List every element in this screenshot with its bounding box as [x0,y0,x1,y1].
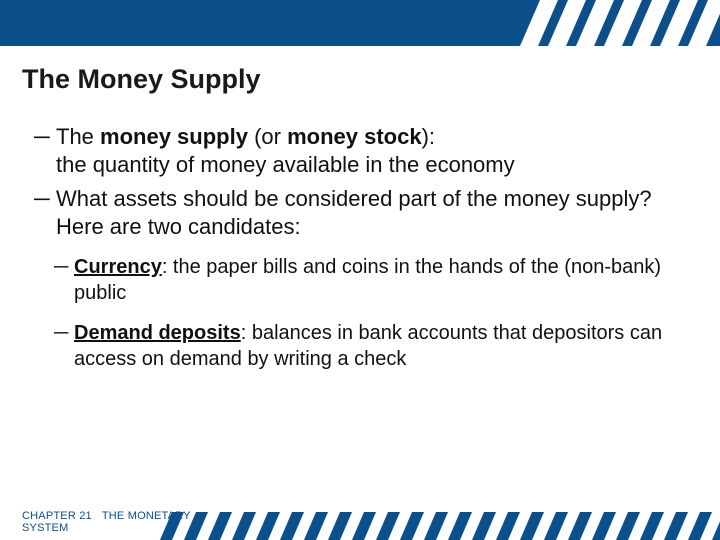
bullet-text: The money supply (or money stock): the q… [56,123,686,179]
header-diagonal-decoration [510,0,720,46]
bullet-dash: ─ [34,123,56,179]
footer-topic-line2: SYSTEM [22,522,68,534]
term-money-supply: money supply [100,124,248,149]
bullet-text: Demand deposits: balances in bank accoun… [74,320,686,372]
text-segment: ): [422,124,435,149]
text-segment: : the paper bills and coins in the hands… [74,256,661,304]
bullet-text: Currency: the paper bills and coins in t… [74,254,686,306]
footer-chapter: CHAPTER 21 [22,510,92,522]
bullet-dash: ─ [34,185,56,241]
text-segment: (or [248,124,287,149]
header-band [0,0,720,46]
bullet-dash: ─ [54,320,74,372]
bullet-level1: ─ What assets should be considered part … [34,185,686,241]
slide-content: ─ The money supply (or money stock): the… [0,95,720,372]
footer-diagonal-decoration [160,512,720,540]
bullet-continuation: the quantity of money available in the e… [56,152,515,177]
bullet-dash: ─ [54,254,74,306]
term-currency: Currency [74,256,162,278]
bullet-level2: ─ Currency: the paper bills and coins in… [54,254,686,306]
term-money-stock: money stock [287,124,422,149]
bullet-text: What assets should be considered part of… [56,185,686,241]
slide-title: The Money Supply [0,46,720,95]
term-demand-deposits: Demand deposits [74,322,241,344]
sub-bullet-group: ─ Currency: the paper bills and coins in… [34,248,686,372]
bullet-level2: ─ Demand deposits: balances in bank acco… [54,320,686,372]
text-segment: The [56,124,100,149]
bullet-level1: ─ The money supply (or money stock): the… [34,123,686,179]
